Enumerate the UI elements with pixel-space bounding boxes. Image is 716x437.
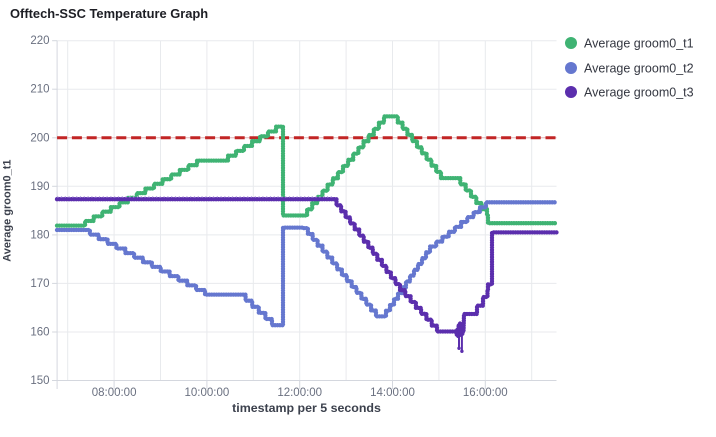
svg-text:Average groom0_t1: Average groom0_t1 bbox=[2, 159, 14, 261]
svg-text:160: 160 bbox=[30, 327, 49, 339]
svg-text:Average groom0_t3: Average groom0_t3 bbox=[584, 86, 694, 100]
svg-text:Average groom0_t1: Average groom0_t1 bbox=[584, 37, 694, 51]
svg-text:200: 200 bbox=[30, 132, 49, 144]
svg-text:Average groom0_t2: Average groom0_t2 bbox=[584, 62, 694, 76]
svg-text:150: 150 bbox=[30, 375, 49, 387]
svg-text:170: 170 bbox=[30, 278, 49, 290]
svg-text:10:00:00: 10:00:00 bbox=[185, 387, 230, 399]
svg-text:190: 190 bbox=[30, 181, 49, 193]
svg-text:08:00:00: 08:00:00 bbox=[92, 387, 137, 399]
svg-text:14:00:00: 14:00:00 bbox=[370, 387, 415, 399]
svg-text:16:00:00: 16:00:00 bbox=[463, 387, 508, 399]
svg-text:timestamp per 5 seconds: timestamp per 5 seconds bbox=[232, 401, 381, 415]
svg-text:220: 220 bbox=[30, 35, 49, 47]
svg-text:180: 180 bbox=[30, 229, 49, 241]
svg-text:210: 210 bbox=[30, 84, 49, 96]
svg-text:12:00:00: 12:00:00 bbox=[277, 387, 322, 399]
